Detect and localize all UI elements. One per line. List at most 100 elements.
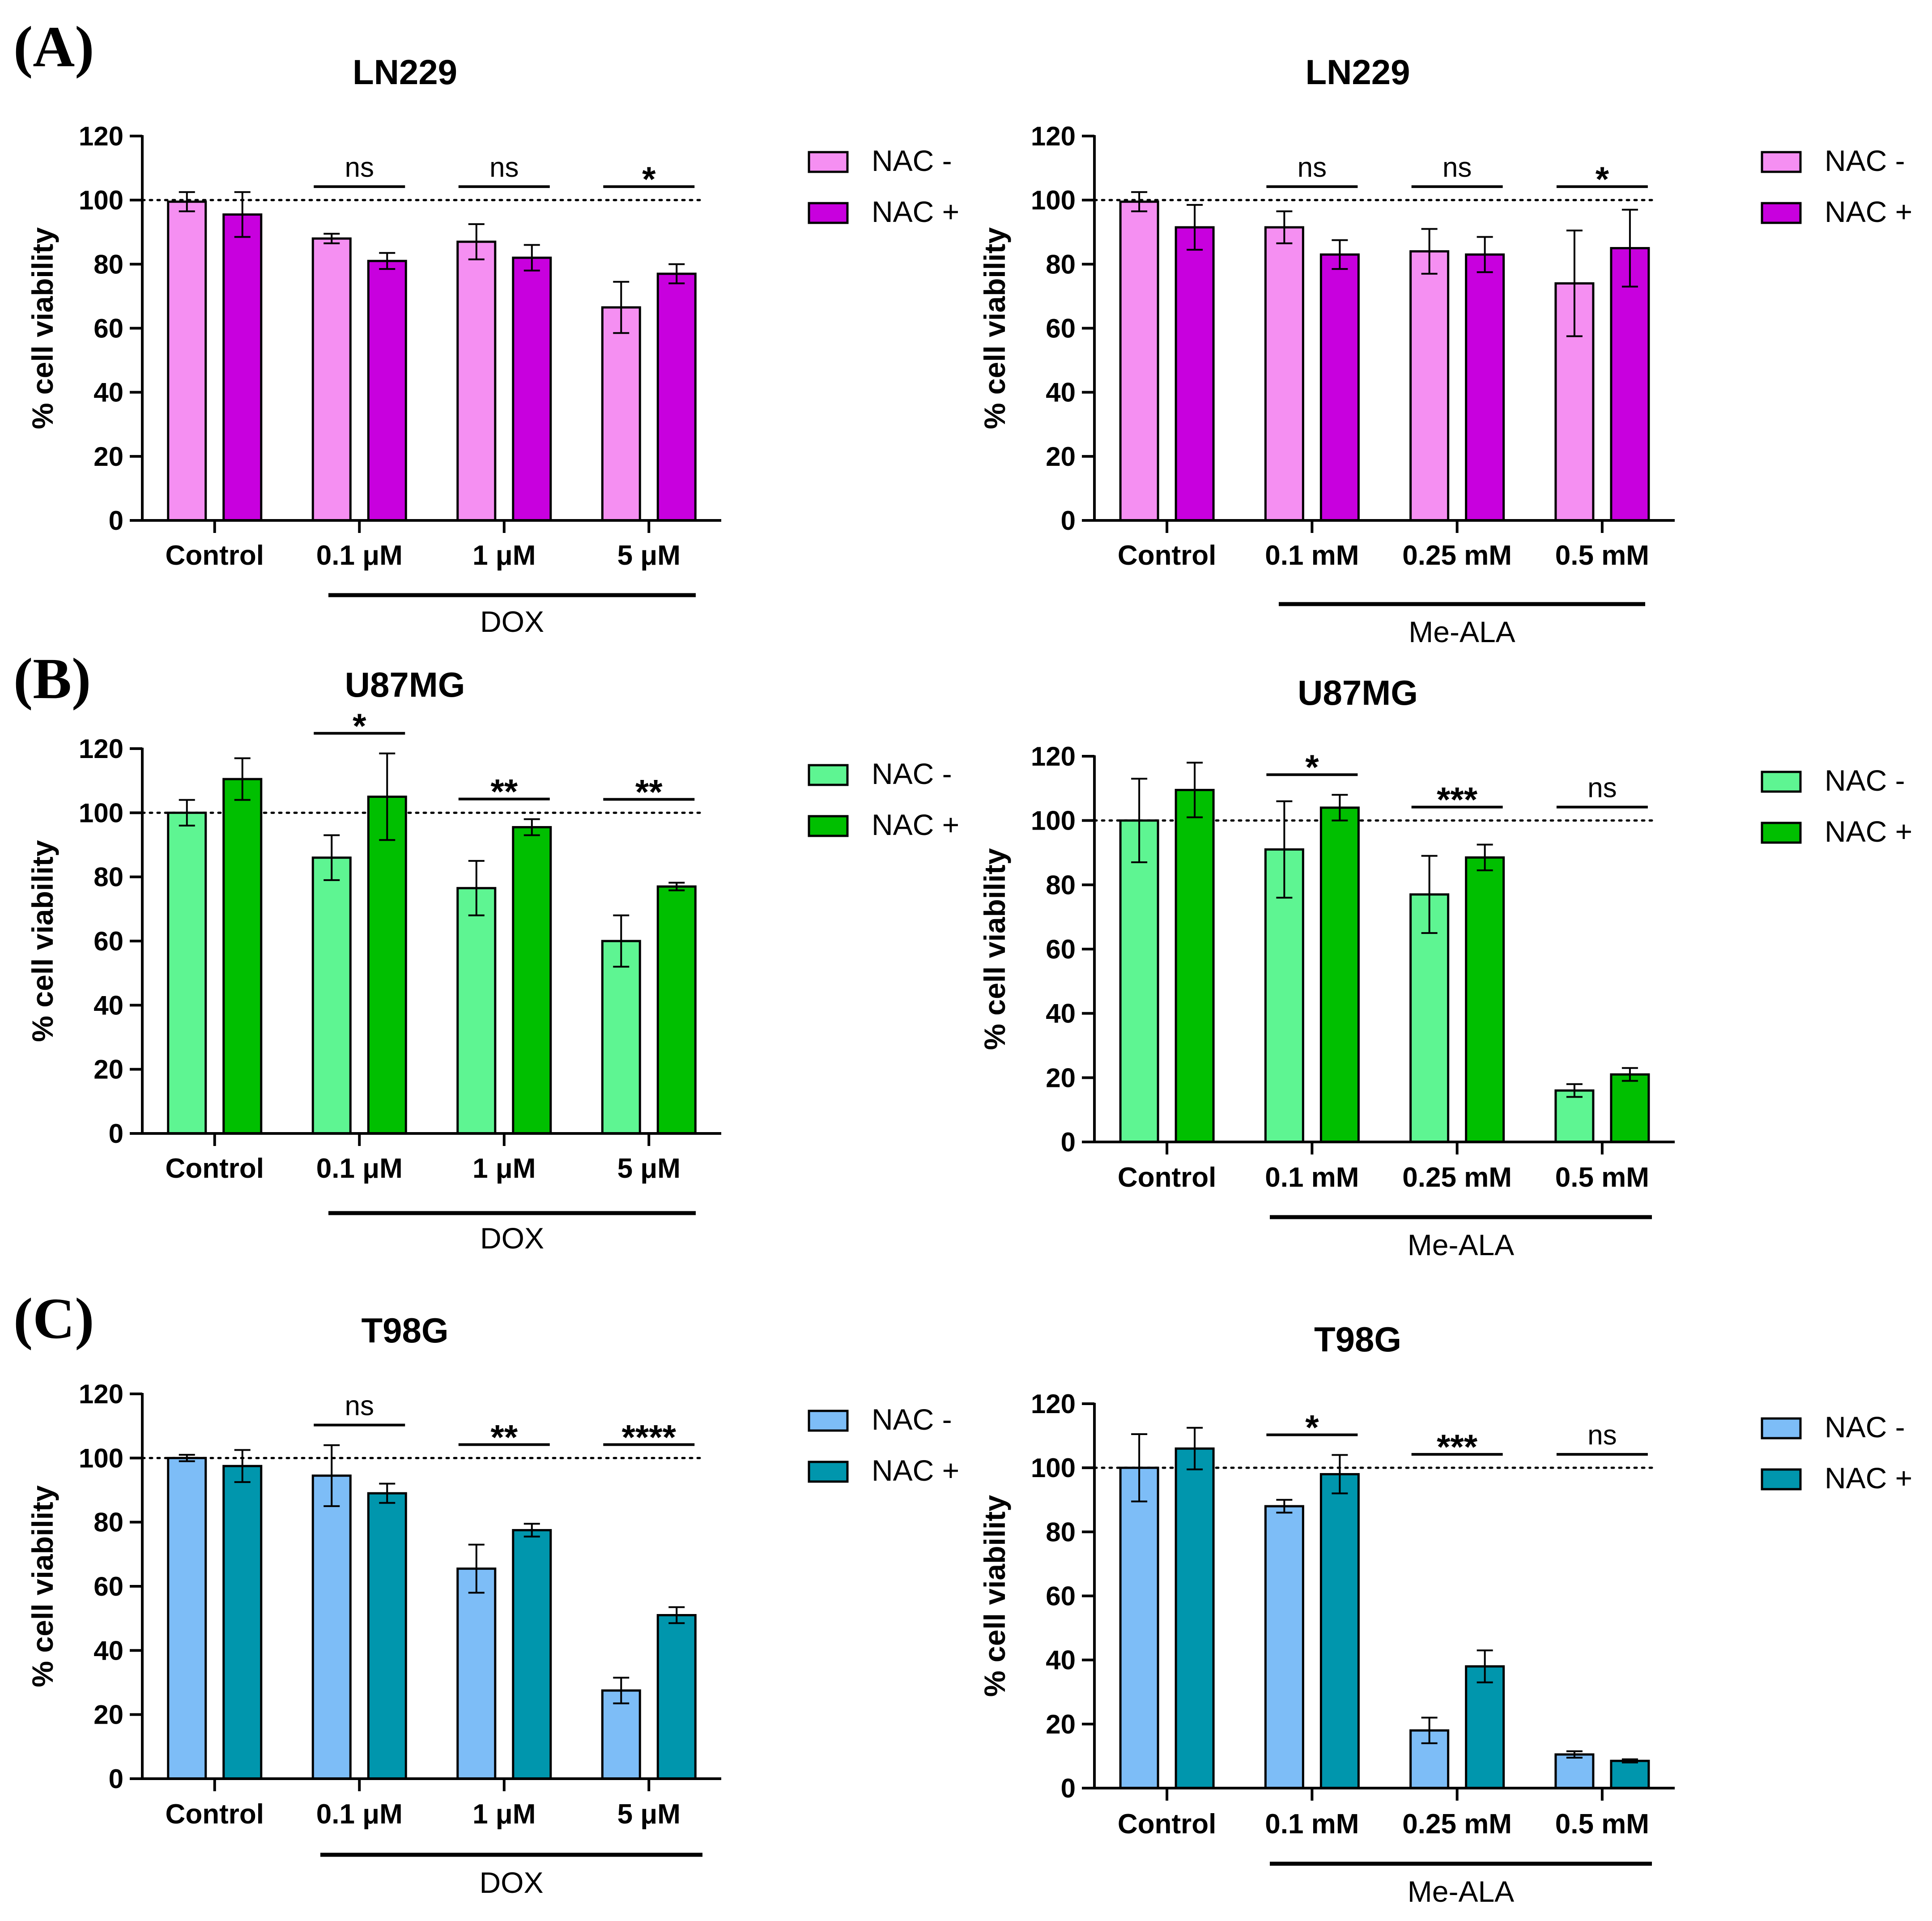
y-tick-label: 100	[79, 185, 123, 215]
bar	[512, 256, 552, 522]
significance-label: ****	[622, 1417, 677, 1457]
panel-label: (A)	[13, 15, 94, 79]
x-tick-label: 0.25 mM	[1402, 1162, 1512, 1193]
group-label: Me-ALA	[1408, 1228, 1514, 1261]
y-tick-label: 40	[94, 990, 123, 1020]
significance-label: *	[642, 159, 656, 199]
chart-title: T98G	[1314, 1320, 1401, 1359]
bar	[1554, 1089, 1595, 1143]
y-tick-label: 40	[1046, 378, 1076, 408]
y-axis-label: % cell viability	[26, 1485, 59, 1687]
y-tick-label: 100	[1031, 806, 1076, 836]
x-tick-label: 0.1 μM	[316, 540, 403, 571]
bar	[1264, 226, 1304, 522]
y-tick-label: 40	[94, 378, 123, 408]
y-tick-label: 40	[1046, 1645, 1076, 1675]
legend-swatch	[808, 815, 849, 837]
bar	[367, 260, 407, 522]
x-tick-label: 1 μM	[472, 1799, 536, 1830]
bar	[1175, 788, 1215, 1143]
bar	[367, 1492, 407, 1780]
panel-label: (B)	[13, 647, 91, 711]
y-tick-label: 100	[1031, 185, 1076, 215]
y-tick-label: 60	[1046, 1581, 1076, 1611]
chart-title: U87MG	[345, 665, 465, 704]
bar	[1465, 1665, 1505, 1789]
x-tick-label: Control	[166, 1153, 264, 1184]
chart-panel-4: U87MG 0 20 40 60 80 100 120 % cell viability Cont…	[978, 673, 1912, 1261]
y-tick-label: 0	[109, 506, 123, 536]
bar	[1175, 226, 1215, 522]
legend-label: NAC +	[1825, 195, 1912, 228]
group-label: DOX	[480, 1222, 544, 1255]
x-tick-label: 1 μM	[472, 1153, 536, 1184]
y-tick-label: 0	[1061, 506, 1076, 536]
legend-swatch	[1761, 1417, 1802, 1440]
bar	[656, 885, 697, 1135]
y-tick-label: 120	[79, 1379, 123, 1409]
bar	[512, 1529, 552, 1780]
x-tick-label: 0.1 μM	[316, 1153, 403, 1184]
y-tick-label: 40	[1046, 999, 1076, 1029]
legend-swatch	[1761, 822, 1802, 844]
bar	[311, 1474, 352, 1780]
y-tick-label: 120	[1031, 1389, 1076, 1419]
legend-label: NAC -	[872, 144, 952, 177]
y-tick-label: 120	[79, 734, 123, 764]
y-tick-label: 0	[1061, 1127, 1076, 1157]
legend-label: NAC +	[872, 808, 959, 841]
bar	[1175, 1447, 1215, 1789]
y-tick-label: 20	[94, 1055, 123, 1085]
y-tick-label: 60	[1046, 934, 1076, 964]
x-tick-label: 0.1 mM	[1265, 1809, 1359, 1840]
bar	[1119, 200, 1159, 522]
x-tick-label: 5 μM	[617, 540, 681, 571]
y-tick-label: 20	[94, 1700, 123, 1730]
x-tick-label: 0.1 mM	[1265, 540, 1359, 571]
legend-label: NAC -	[872, 1403, 952, 1436]
x-tick-label: 5 μM	[617, 1153, 681, 1184]
legend-label: NAC -	[1825, 144, 1905, 177]
y-tick-label: 80	[1046, 249, 1076, 279]
group-label: Me-ALA	[1408, 1875, 1514, 1908]
significance-label: **	[490, 1417, 518, 1457]
bar	[1319, 253, 1360, 522]
y-tick-label: 100	[79, 798, 123, 828]
bar	[1319, 1473, 1360, 1789]
x-tick-label: 0.25 mM	[1402, 1809, 1512, 1840]
bar	[1409, 250, 1450, 522]
legend-label: NAC -	[1825, 1410, 1905, 1444]
bar	[1465, 253, 1505, 522]
legend-label: NAC +	[1825, 815, 1912, 848]
y-tick-label: 20	[1046, 442, 1076, 472]
legend-label: NAC -	[1825, 764, 1905, 797]
bar	[311, 856, 352, 1135]
bar	[167, 1457, 207, 1780]
significance-label: *	[1596, 159, 1609, 199]
bar	[222, 1465, 263, 1780]
bar	[601, 940, 641, 1135]
chart-panel-3: (B) U87MG 0 20 40 60 80 100 120 % cell viability C…	[13, 647, 959, 1255]
significance-label: *	[353, 706, 366, 745]
legend-swatch	[808, 1461, 849, 1483]
chart-panel-1: (A) LN229 0 20 40 60 80 100 120 % cell viability C…	[13, 15, 959, 638]
y-axis-label: % cell viability	[978, 227, 1011, 429]
significance-label: *	[1305, 747, 1319, 787]
bar	[1610, 1073, 1650, 1143]
y-tick-label: 40	[94, 1636, 123, 1665]
y-axis-label: % cell viability	[978, 1495, 1011, 1697]
significance-label: ns	[1587, 773, 1617, 804]
chart-title: LN229	[353, 52, 457, 92]
y-tick-label: 60	[94, 314, 123, 344]
group-label: DOX	[480, 605, 544, 638]
bar	[456, 887, 497, 1135]
y-axis-label: % cell viability	[26, 840, 59, 1042]
x-tick-label: 0.1 μM	[316, 1799, 403, 1830]
chart-panel-5: (C) T98G 0 20 40 60 80 100 120 % cell viability Co…	[13, 1286, 959, 1899]
y-axis-label: % cell viability	[26, 227, 59, 429]
bar	[1319, 806, 1360, 1143]
x-tick-label: 1 μM	[472, 540, 536, 571]
bar	[656, 1614, 697, 1780]
x-tick-label: Control	[1118, 1809, 1216, 1840]
chart-panel-6: T98G 0 20 40 60 80 100 120 % cell viability Contr…	[978, 1320, 1912, 1908]
